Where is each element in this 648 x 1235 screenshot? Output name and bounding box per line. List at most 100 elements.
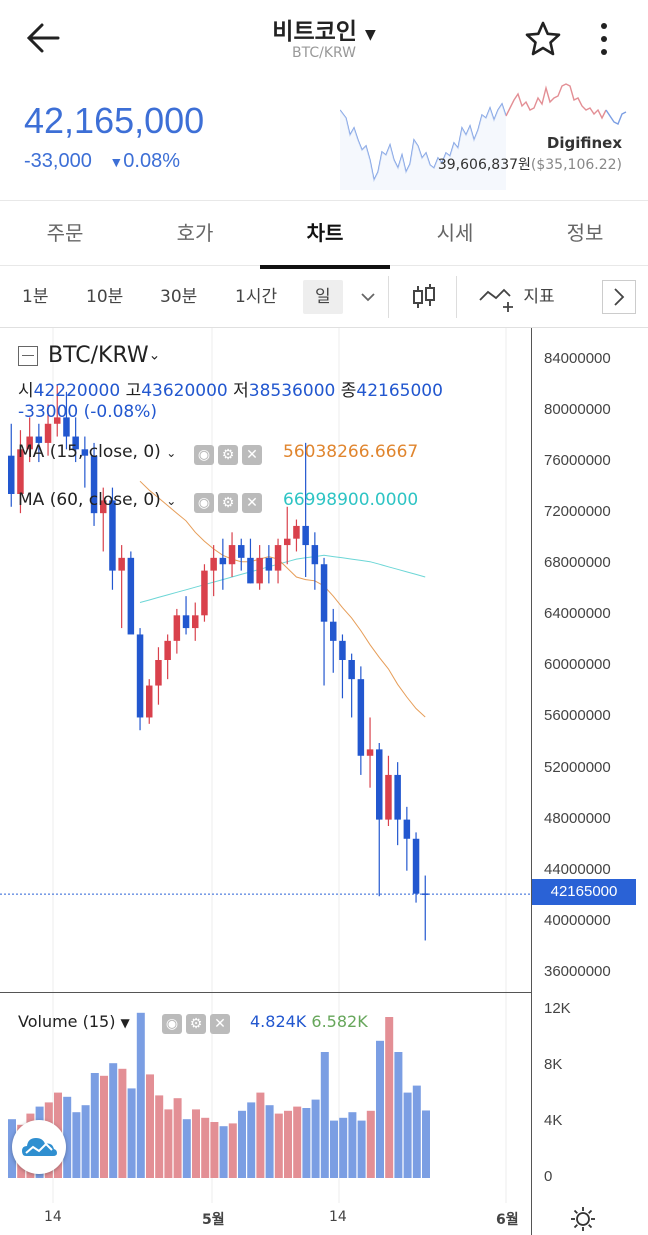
ohlc-line: 시42220000 고43620000 저38536000 종42165000: [18, 376, 443, 401]
coin-name: 비트코인: [272, 19, 357, 45]
candle-body: [26, 436, 33, 450]
volume-bar: [366, 1110, 375, 1178]
tab-order[interactable]: 주문: [46, 221, 84, 245]
ohlc-change: -33000 (-0.08%): [18, 402, 158, 422]
gear-icon[interactable]: ⚙: [218, 492, 238, 513]
toolbar-scroll-right[interactable]: [602, 280, 636, 314]
toolbar-divider: [456, 276, 457, 318]
volume-value-2: 6.582K: [311, 1012, 368, 1031]
settings-button[interactable]: [570, 1206, 596, 1232]
y-tick-label: 76000000: [544, 452, 611, 470]
candle-body: [182, 615, 190, 629]
symbol-legend[interactable]: BTC/KRW⌄: [18, 343, 160, 368]
volume-bar: [210, 1122, 219, 1178]
y-tick-label: 52000000: [544, 758, 611, 776]
exchange-name: Digifinex: [546, 134, 622, 152]
gear-icon[interactable]: ⚙: [186, 1013, 206, 1034]
volume-bar: [311, 1099, 320, 1178]
candle-body: [146, 685, 153, 718]
volume-bar: [330, 1120, 338, 1178]
close-icon[interactable]: ✕: [242, 492, 262, 513]
interval-30min[interactable]: 30분: [160, 287, 198, 307]
chart-toolbar: 1분 10분 30분 1시간 일 지표: [0, 266, 648, 328]
low-value: 38536000: [248, 381, 336, 401]
chevron-down-icon: ▼: [120, 1016, 130, 1030]
indicator-icon: [479, 288, 513, 312]
candle-body: [247, 557, 254, 584]
volume-bar: [192, 1109, 200, 1178]
volume-tick-label: 12K: [544, 1000, 571, 1017]
page-title[interactable]: 비트코인 ▼: [0, 12, 648, 46]
volume-bar: [164, 1109, 173, 1178]
volume-bar: [109, 1063, 118, 1178]
candle-body: [63, 417, 70, 437]
tab-info[interactable]: 정보: [566, 221, 604, 245]
volume-bar: [219, 1126, 228, 1178]
ma60-legend[interactable]: MA (60, close, 0) ⌄: [18, 490, 176, 510]
eye-icon[interactable]: ◉: [162, 1013, 182, 1034]
ma60-line: [139, 554, 426, 603]
eye-icon[interactable]: ◉: [194, 444, 214, 465]
gear-icon[interactable]: ⚙: [218, 444, 238, 465]
interval-10min[interactable]: 10분: [86, 287, 124, 307]
open-label: 시: [18, 381, 34, 401]
volume-bar: [293, 1106, 302, 1178]
volume-tick-label: 8K: [544, 1056, 563, 1073]
ma60-value: 66998900.0000: [283, 490, 419, 510]
cloud-fab[interactable]: [12, 1120, 66, 1174]
chart-type-button[interactable]: [410, 280, 438, 314]
volume-tick-label: 4K: [544, 1112, 563, 1129]
ma15-value: 56038266.6667: [283, 442, 419, 462]
eye-icon[interactable]: ◉: [194, 492, 214, 513]
candle-body: [357, 679, 365, 756]
volume-legend[interactable]: Volume (15) ▼: [18, 1012, 130, 1031]
tab-chart[interactable]: 차트: [260, 201, 390, 269]
volume-bar: [274, 1113, 283, 1178]
y-tick-label: 80000000: [544, 401, 611, 418]
more-menu-button[interactable]: [594, 20, 614, 58]
y-tick-label: 84000000: [544, 349, 611, 367]
volume-bar: [256, 1092, 265, 1178]
volume-label: Volume (15): [18, 1012, 116, 1031]
indicator-button[interactable]: 지표: [478, 280, 555, 314]
price-chart[interactable]: [0, 328, 531, 1235]
candle-body: [81, 449, 89, 456]
close-icon[interactable]: ✕: [210, 1013, 230, 1034]
collapse-legend-icon[interactable]: [18, 345, 38, 366]
volume-bar: [385, 1017, 394, 1178]
sparkline[interactable]: [340, 80, 630, 190]
indicator-label: 지표: [523, 287, 555, 307]
ma15-legend[interactable]: MA (15, close, 0) ⌄: [18, 442, 176, 462]
cloud-chart-icon: [22, 1138, 57, 1156]
candle-body: [394, 774, 401, 820]
interval-day[interactable]: 일: [303, 280, 343, 314]
ma60-controls: ◉ ⚙ ✕: [194, 492, 266, 513]
close-icon[interactable]: ✕: [242, 444, 262, 465]
interval-1hour[interactable]: 1시간: [235, 287, 278, 307]
exchange-price-krw: 39,606,837원: [437, 157, 531, 173]
volume-bar: [284, 1110, 292, 1178]
candle-body: [155, 660, 162, 686]
candle-body: [320, 564, 328, 622]
y-tick-label: 60000000: [544, 656, 611, 674]
candle-body: [192, 615, 199, 629]
open-value: 42220000: [33, 381, 121, 401]
ma60-label: MA (60, close, 0): [18, 490, 161, 510]
volume-controls: ◉ ⚙ ✕: [162, 1013, 234, 1034]
volume-bar: [320, 1052, 329, 1178]
volume-bar: [155, 1095, 164, 1178]
candle-body: [35, 436, 43, 443]
toolbar-divider: [388, 276, 389, 318]
back-button[interactable]: [24, 20, 64, 56]
candle-body: [412, 838, 420, 894]
favorite-button[interactable]: [524, 20, 562, 58]
candle-body: [330, 621, 337, 641]
tab-orderbook[interactable]: 호가: [176, 221, 214, 245]
y-tick-label: 40000000: [544, 911, 611, 929]
tab-market-price[interactable]: 시세: [436, 221, 474, 245]
low-label: 저: [233, 381, 249, 401]
interval-1min[interactable]: 1분: [22, 287, 49, 307]
interval-dropdown[interactable]: [358, 280, 382, 314]
star-icon: [525, 21, 561, 56]
pair-subtitle: BTC/KRW: [291, 45, 356, 61]
